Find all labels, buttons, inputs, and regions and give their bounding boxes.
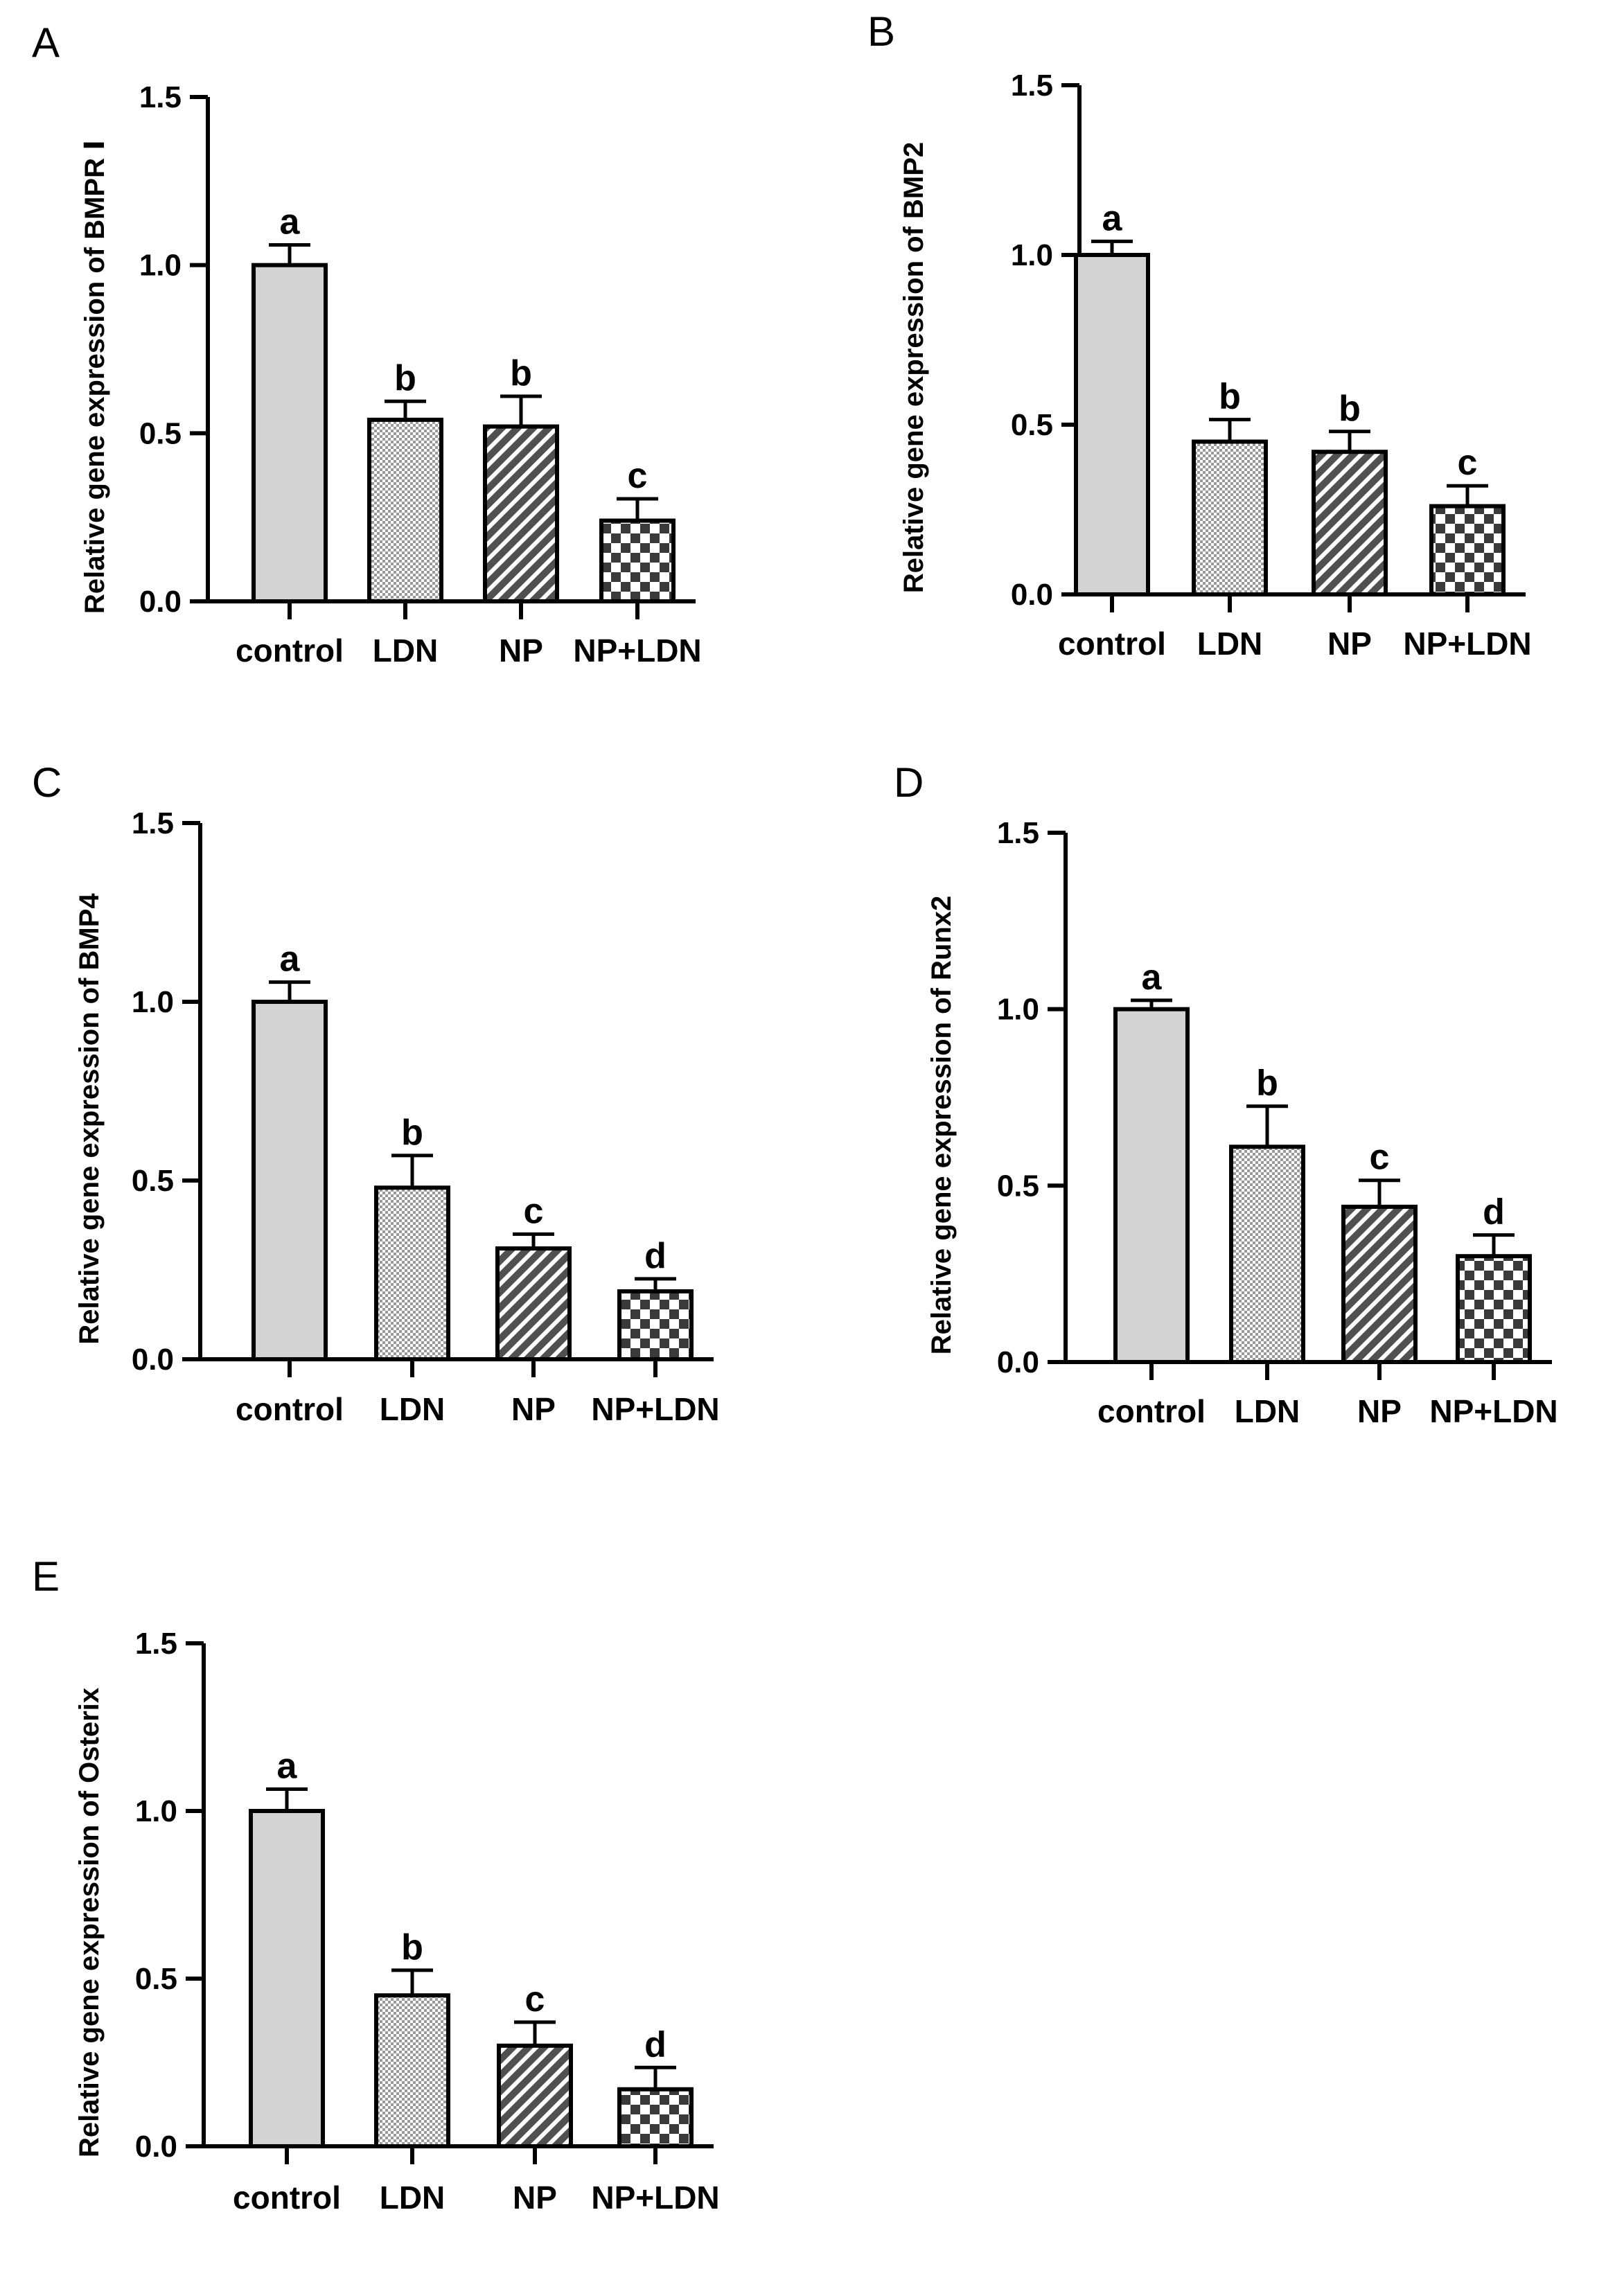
bar-np [1312,450,1388,597]
bar-np-plus-ldn [1456,1254,1532,1364]
y-tick-label: 0.0 [139,585,182,619]
bar-np [483,424,559,603]
bar-np [1341,1204,1418,1364]
y-tick-label: 1.5 [1011,69,1053,103]
category-label: LDN [380,1391,445,1427]
panel-letter: D [894,759,924,806]
y-tick-label: 0.5 [135,1962,177,1996]
bar-ldn [374,1993,450,2148]
category-label: NP [1327,626,1372,662]
significance-label: a [1102,198,1123,238]
y-axis-label: Relative gene expression of BMP2 [899,142,929,593]
category-label: control [236,1391,344,1427]
significance-label: b [394,358,416,398]
y-tick-label: 1.0 [135,1794,177,1828]
bar-control [249,1809,325,2148]
category-label: NP [1357,1393,1402,1429]
y-tick-label: 1.5 [139,80,182,114]
bar-np-plus-ldn [617,1289,694,1361]
y-tick-label: 1.5 [132,806,174,840]
chart-panel-e: E 0.0 0.5 1.0 1.5 Relative gene expression of… [32,1553,720,2216]
significance-label: c [524,1191,544,1231]
y-tick-label: 0.0 [997,1345,1039,1379]
significance-label: c [525,1979,545,2020]
bar-np [495,1246,572,1362]
category-label: control [233,2180,341,2216]
significance-label: b [401,1927,423,1968]
category-label: NP+LDN [1403,626,1531,662]
y-tick-label: 0.0 [1011,578,1053,612]
category-label: NP+LDN [573,633,701,669]
category-label: NP+LDN [591,1391,719,1427]
significance-label: a [280,939,301,980]
bar-ldn [367,417,443,603]
significance-label: c [1458,443,1478,483]
significance-label: d [1483,1192,1505,1232]
significance-label: b [401,1113,423,1153]
bar-ldn [1192,439,1268,596]
category-label: LDN [373,633,439,669]
y-tick-label: 1.5 [997,816,1039,850]
bar-np-plus-ldn [1429,504,1506,596]
y-axis-label: Relative gene expression of BMPR Ⅰ [80,140,110,614]
y-tick-label: 0.5 [132,1164,174,1198]
panel-letter: B [867,8,895,55]
y-tick-label: 0.0 [135,2130,177,2164]
bar-ldn [1229,1144,1305,1364]
bar-control [251,1000,328,1361]
significance-label: a [1142,957,1163,998]
panel-letter: E [32,1553,60,1600]
significance-label: b [1219,377,1241,417]
y-tick-label: 0.5 [139,416,182,450]
bar-np [497,2043,573,2149]
panel-letter: C [32,759,62,806]
y-tick-label: 1.0 [139,249,182,283]
category-label: NP [511,1391,556,1427]
y-tick-label: 1.0 [997,993,1039,1027]
category-label: control [1097,1393,1206,1429]
category-label: control [236,633,344,669]
y-axis-label: Relative gene expression of Osterix [74,1688,105,2157]
category-label: NP+LDN [591,2180,719,2216]
y-tick-label: 0.5 [997,1169,1039,1203]
significance-label: b [1339,389,1361,429]
category-label: control [1058,626,1166,662]
category-label: LDN [1235,1393,1300,1429]
significance-label: a [277,1747,298,1787]
bar-np-plus-ldn [599,518,676,604]
significance-label: b [510,353,532,394]
y-tick-label: 1.5 [135,1627,177,1661]
panels-container: A 0.0 0.5 1.0 1.5 Relative gene expression of… [32,8,1558,2216]
y-tick-label: 0.5 [1011,408,1053,442]
category-label: NP [513,2180,557,2216]
chart-panel-a: A 0.0 0.5 1.0 1.5 Relative gene expression of… [32,19,702,669]
significance-label: b [1256,1063,1278,1104]
y-axis-label: Relative gene expression of Runx2 [926,896,957,1354]
chart-panel-c: C 0.0 0.5 1.0 1.5 Relative gene expression of… [32,759,720,1427]
significance-label: c [628,456,648,496]
significance-label: a [280,202,301,242]
significance-label: d [644,1236,667,1276]
bar-np-plus-ldn [617,2087,694,2148]
significance-label: d [644,2024,667,2065]
category-label: NP+LDN [1429,1393,1557,1429]
chart-panel-d: D 0.0 0.5 1.0 1.5 Relative gene expression of… [894,759,1558,1429]
category-label: LDN [380,2180,445,2216]
y-axis-label: Relative gene expression of BMP4 [74,893,105,1345]
panel-letter: A [32,19,60,66]
bar-control [1074,253,1150,596]
category-label: NP [499,633,543,669]
significance-label: c [1370,1138,1390,1178]
category-label: LDN [1197,626,1263,662]
y-tick-label: 0.0 [132,1343,174,1377]
bar-control [251,263,328,603]
bar-ldn [374,1185,450,1361]
chart-panel-b: B 0.0 0.5 1.0 1.5 Relative gene expression of… [867,8,1532,662]
y-tick-label: 1.0 [132,985,174,1019]
y-tick-label: 1.0 [1011,238,1053,272]
bar-control [1113,1007,1190,1364]
